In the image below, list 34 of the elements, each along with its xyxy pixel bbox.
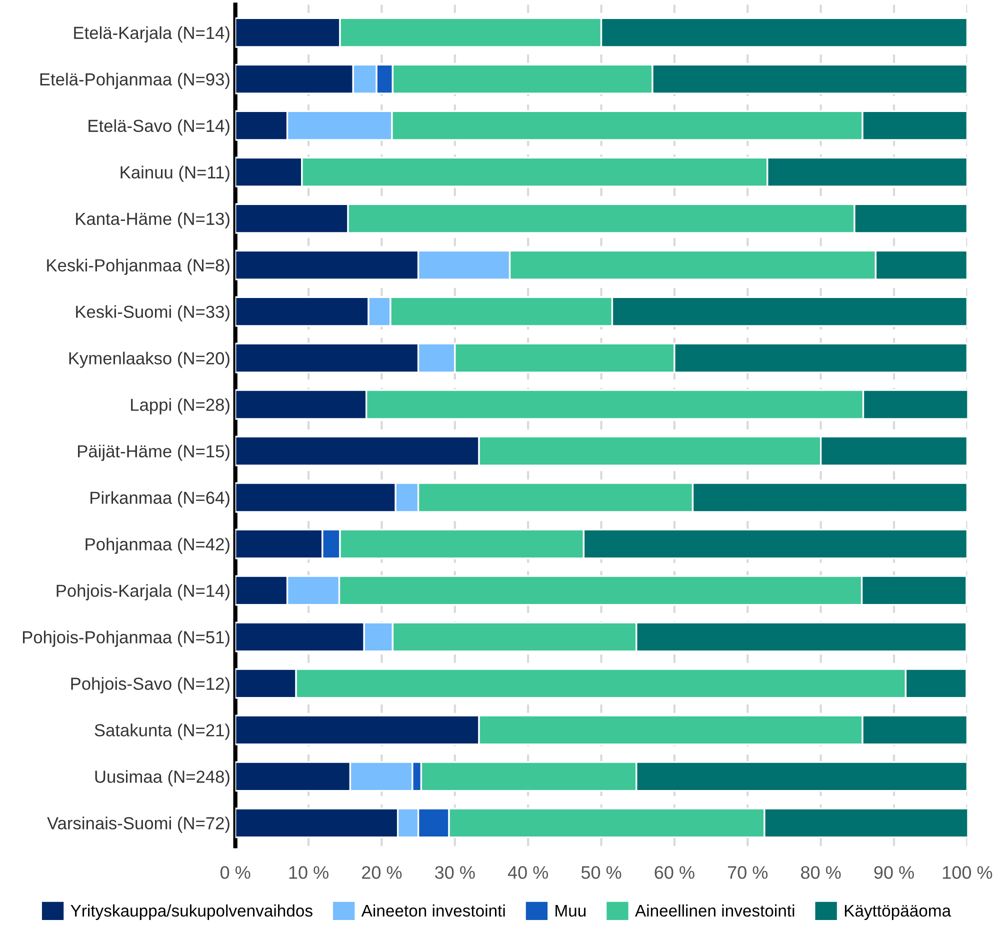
legend-label: Muu — [556, 905, 586, 917]
y-tick-label: Kainuu (N=11) — [120, 166, 230, 182]
y-tick-label: Etelä-Savo (N=14) — [88, 119, 230, 136]
legend-label: Käyttöpääoma — [844, 905, 952, 920]
x-tick-label: 10 % — [289, 866, 328, 879]
x-tick-label: 50 % — [581, 866, 622, 879]
legend-label: Aineellinen investointi — [634, 904, 794, 917]
x-tick-label: 80 % — [801, 866, 841, 879]
y-tick-label: Keski-Suomi (N=33) — [76, 305, 230, 322]
legend-label: Aineeton investointi — [361, 904, 505, 917]
y-tick-label: Kanta-Häme (N=13) — [76, 212, 230, 228]
y-tick-label: Pohjanmaa (N=42) — [86, 538, 230, 554]
y-tick-label: Satakunta (N=21) — [94, 724, 230, 740]
y-tick-label: Etelä-Karjala (N=14) — [74, 26, 230, 42]
y-tick-label: Päijät-Häme (N=15) — [78, 444, 230, 461]
legend-label: Yrityskauppa/sukupolvenvaihdos — [70, 904, 312, 920]
y-tick-label: Pohjois-Savo (N=12) — [71, 677, 230, 694]
x-tick-label: 30 % — [435, 866, 475, 879]
y-tick-label: Lappi (N=28) — [131, 398, 230, 414]
x-tick-label: 90 % — [874, 866, 914, 879]
x-tick-label: 20 % — [362, 866, 402, 879]
y-tick-label: Keski-Pohjanmaa (N=8) — [47, 258, 230, 275]
y-tick-label: Kymenlaakso (N=20) — [69, 352, 230, 368]
y-tick-label: Uusimaa (N=248) — [95, 770, 230, 786]
y-tick-label: Pirkanmaa (N=64) — [90, 491, 230, 508]
x-tick-label: 0 % — [220, 866, 250, 879]
x-tick-label: 40 % — [508, 866, 548, 879]
x-tick-label: 70 % — [728, 866, 768, 879]
y-tick-label: Pohjois-Pohjanmaa (N=51) — [22, 630, 230, 647]
x-tick-label: 60 % — [654, 866, 694, 879]
y-tick-label: Varsinais-Suomi (N=72) — [47, 816, 230, 833]
y-tick-label: Etelä-Pohjanmaa (N=93) — [40, 72, 230, 89]
x-tick-label: 100 % — [942, 866, 992, 879]
y-tick-label: Pohjois-Karjala (N=14) — [56, 584, 230, 600]
